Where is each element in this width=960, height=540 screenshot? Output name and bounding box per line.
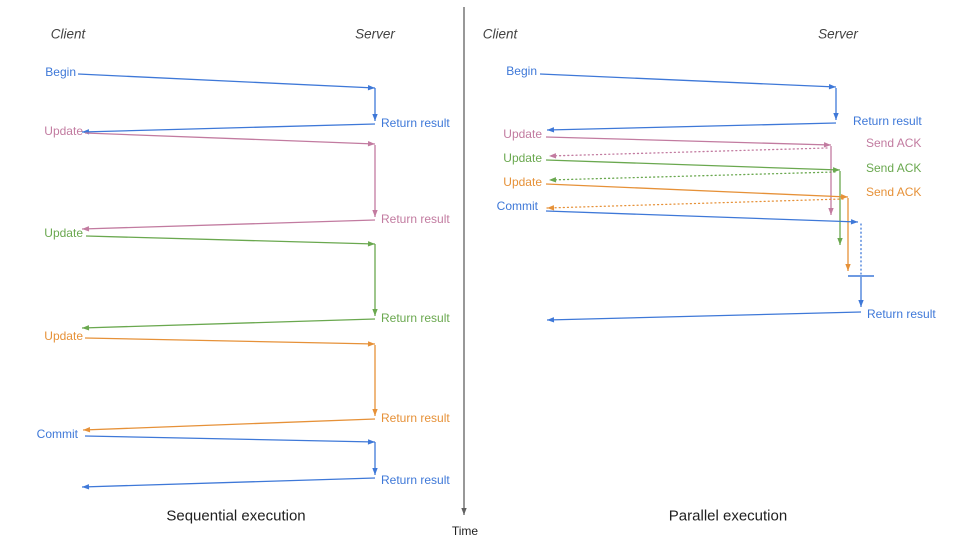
seq-label-return-result-2: Return result [381,212,450,226]
par-update3-request [545,183,849,198]
par-begin-processing-arrowhead [833,113,839,120]
server-heading-parallel: Server [818,27,858,42]
seq-commit-request-arrowhead [367,439,375,445]
par-begin-request [539,73,837,88]
par-begin-return-arrowhead [547,127,555,133]
par-commit-request [545,210,859,223]
par-update3-ack-arrowhead [547,205,555,211]
par-label-update-1: Update [503,127,542,141]
par-label-send-ack-1: Send ACK [866,136,921,150]
par-label-update-2: Update [503,151,542,165]
seq-label-update-1: Update [44,124,83,138]
par-update2-request-arrowhead [832,167,840,173]
client-heading-sequential: Client [51,27,87,42]
seq-update3-request-arrowhead [367,341,375,347]
par-update1-request [545,136,832,146]
par-update2-ack [548,171,836,181]
par-label-send-ack-3: Send ACK [866,185,921,199]
seq-update2-return-arrowhead [82,325,90,331]
par-update2-request [545,159,841,171]
seq-update2-request [85,235,376,245]
seq-update2-request-arrowhead [367,241,375,247]
seq-label-return-result-4: Return result [381,411,450,425]
seq-label-return-result-1: Return result [381,116,450,130]
par-label-send-ack-2: Send ACK [866,161,921,175]
seq-update1-request [84,132,376,145]
par-commit-return [546,311,862,321]
seq-update2-processing-arrowhead [372,309,378,316]
sequential-title: Sequential execution [166,507,305,524]
par-label-return-result-1: Return result [853,114,922,128]
seq-label-update-2: Update [44,226,83,240]
seq-label-commit: Commit [37,427,79,441]
seq-commit-processing-arrowhead [372,468,378,475]
par-label-commit: Commit [497,199,539,213]
seq-label-begin: Begin [45,65,76,79]
seq-label-return-result-3: Return result [381,311,450,325]
par-update1-request-arrowhead [823,142,831,148]
time-axis-line-arrowhead [461,508,467,515]
parallel-title: Parallel execution [669,507,787,524]
seq-label-update-3: Update [44,329,83,343]
seq-label-return-result-5: Return result [381,473,450,487]
par-update3-ack [546,198,844,209]
seq-update1-return-arrowhead [82,226,90,232]
par-commit-processing-arrowhead [858,300,864,307]
seq-begin-return [81,123,376,133]
seq-update2-return [81,318,376,329]
seq-commit-request [84,435,376,443]
seq-commit-return-arrowhead [82,484,90,490]
par-commit-return-arrowhead [547,317,555,323]
par-update2-processing-arrowhead [837,238,843,245]
seq-update3-return-arrowhead [83,427,91,433]
par-label-return-result-2: Return result [867,307,936,321]
seq-update3-return [82,418,376,431]
par-update1-ack-arrowhead [549,153,557,159]
par-update3-request-arrowhead [840,194,848,200]
par-begin-return [546,122,837,131]
seq-commit-return [81,477,376,488]
seq-begin-request [77,73,376,89]
seq-begin-processing-arrowhead [372,114,378,121]
par-begin-request-arrowhead [828,84,836,90]
seq-update3-request [84,337,376,345]
par-commit-request-arrowhead [850,219,858,225]
time-axis-label: Time [452,524,479,538]
seq-update1-request-arrowhead [367,141,375,147]
par-label-update-3: Update [503,175,542,189]
seq-update1-processing-arrowhead [372,210,378,217]
par-update1-processing-arrowhead [828,208,834,215]
seq-update3-processing-arrowhead [372,409,378,416]
par-update2-ack-arrowhead [549,177,557,183]
client-heading-parallel: Client [483,27,519,42]
par-update3-processing-arrowhead [845,264,851,271]
par-update1-ack [548,147,828,157]
seq-begin-request-arrowhead [367,85,375,91]
par-label-begin: Begin [506,64,537,78]
server-heading-sequential: Server [355,27,395,42]
seq-update1-return [81,219,376,230]
